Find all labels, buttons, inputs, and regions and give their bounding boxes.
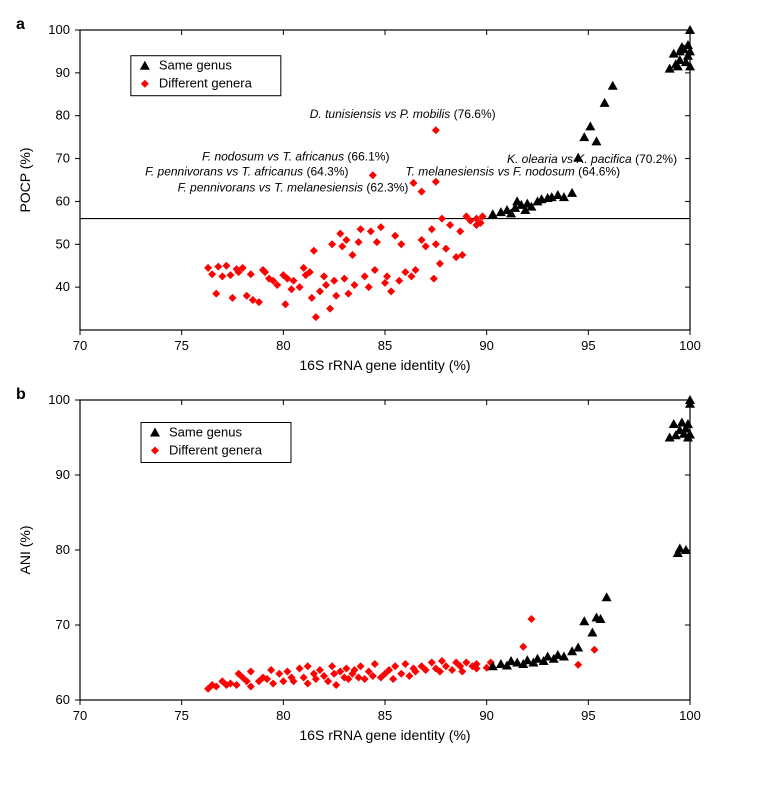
y-axis-title: POCP (%) (17, 147, 33, 212)
y-tick-label: 50 (56, 236, 70, 251)
x-tick-label: 90 (479, 708, 493, 723)
x-axis-title: 16S rRNA gene identity (%) (299, 727, 470, 743)
legend: Same genus Different genera (141, 423, 291, 463)
x-tick-label: 85 (378, 338, 392, 353)
x-tick-label: 80 (276, 708, 290, 723)
x-tick-label: 75 (174, 708, 188, 723)
panel-a-svg: 70 75 80 85 90 95 100 40 50 60 70 80 90 100 16S rRNA g… (10, 10, 710, 380)
annotation-label: F. pennivorans vs T. africanus (64.3%) (145, 165, 348, 179)
panel-a: a 70 75 80 85 90 95 100 40 50 60 70 80 90 100 16S rRNA … (10, 10, 757, 380)
legend-label: Different genera (159, 76, 253, 91)
annotation-label: K. olearia vs K. pacifica (70.2%) (507, 152, 677, 166)
y-tick-label: 100 (48, 22, 70, 37)
figure-container: a70758085909510040506070809010016S rRNA … (10, 10, 757, 750)
y-tick-label: 70 (56, 151, 70, 166)
annotation-label: F. pennivorans vs T. melanesiensis (62.3… (178, 181, 409, 195)
x-tick-label: 95 (581, 708, 595, 723)
x-tick-label: 70 (73, 708, 87, 723)
x-axis-title: 16S rRNA gene identity (%) (299, 357, 470, 373)
annotation-label: T. melanesiensis vs F. nodosum (64.6%) (405, 165, 620, 179)
legend: Same genus Different genera (131, 56, 281, 96)
y-tick-label: 90 (56, 65, 70, 80)
y-tick-label: 100 (48, 392, 70, 407)
legend-label: Different genera (169, 443, 263, 458)
y-tick-label: 80 (56, 542, 70, 557)
annotation-label: F. nodosum vs T. africanus (66.1%) (202, 150, 389, 164)
x-tick-label: 100 (679, 338, 701, 353)
x-tick-label: 85 (378, 708, 392, 723)
y-tick-label: 60 (56, 692, 70, 707)
y-tick-label: 70 (56, 617, 70, 632)
panel-label: b (16, 386, 26, 404)
panel-label: a (16, 16, 25, 34)
legend-label: Same genus (159, 58, 232, 73)
y-tick-label: 40 (56, 279, 70, 294)
x-tick-label: 100 (679, 708, 701, 723)
legend-label: Same genus (169, 425, 242, 440)
y-axis-title: ANI (%) (17, 526, 33, 575)
x-tick-label: 70 (73, 338, 87, 353)
x-tick-label: 95 (581, 338, 595, 353)
x-tick-label: 90 (479, 338, 493, 353)
y-tick-label: 90 (56, 467, 70, 482)
x-tick-label: 80 (276, 338, 290, 353)
x-tick-label: 75 (174, 338, 188, 353)
panel-b-svg: 7075808590951006070809010016S rRNA gene … (10, 380, 710, 750)
y-tick-label: 80 (56, 108, 70, 123)
y-tick-label: 60 (56, 193, 70, 208)
annotation-label: D. tunisiensis vs P. mobilis (76.6%) (310, 107, 496, 121)
panel-b: b7075808590951006070809010016S rRNA gene… (10, 380, 757, 750)
